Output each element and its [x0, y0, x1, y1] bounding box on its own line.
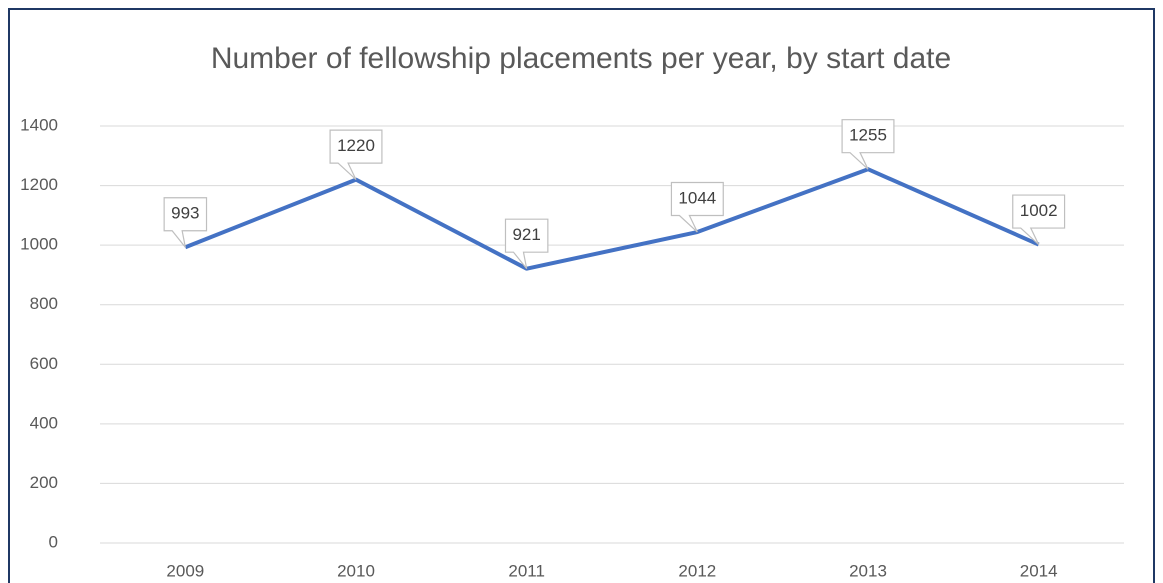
- data-label: 921: [512, 225, 540, 244]
- y-tick-label: 600: [30, 354, 58, 373]
- x-tick-label: 2011: [508, 561, 545, 580]
- data-label-callout: [504, 218, 549, 270]
- data-label: 993: [171, 204, 199, 223]
- data-label: 1044: [678, 189, 716, 208]
- chart-title: Number of fellowship placements per year…: [211, 42, 951, 75]
- x-tick-label: 2013: [849, 561, 887, 580]
- data-label-callout: [670, 181, 724, 233]
- x-tick-label: 2009: [166, 561, 204, 580]
- x-tick-label: 2012: [678, 561, 716, 580]
- y-tick-label: 1000: [20, 235, 58, 254]
- data-label-callout: [329, 129, 383, 181]
- x-tick-label: 2010: [337, 561, 375, 580]
- data-label: 1255: [849, 126, 887, 145]
- data-label: 1002: [1020, 201, 1058, 220]
- data-label-callout: [841, 119, 895, 170]
- y-tick-label: 400: [30, 413, 58, 432]
- chart-border: [8, 8, 1155, 583]
- y-tick-label: 1200: [20, 175, 58, 194]
- y-tick-label: 0: [49, 532, 58, 551]
- y-tick-label: 1400: [20, 115, 58, 134]
- y-tick-label: 200: [30, 473, 58, 492]
- x-tick-label: 2014: [1020, 561, 1058, 580]
- data-label-callout: [163, 197, 208, 248]
- y-tick-label: 800: [30, 294, 58, 313]
- data-label-callout: [1012, 194, 1066, 245]
- data-label: 1220: [337, 136, 375, 155]
- data-line: [184, 167, 1040, 271]
